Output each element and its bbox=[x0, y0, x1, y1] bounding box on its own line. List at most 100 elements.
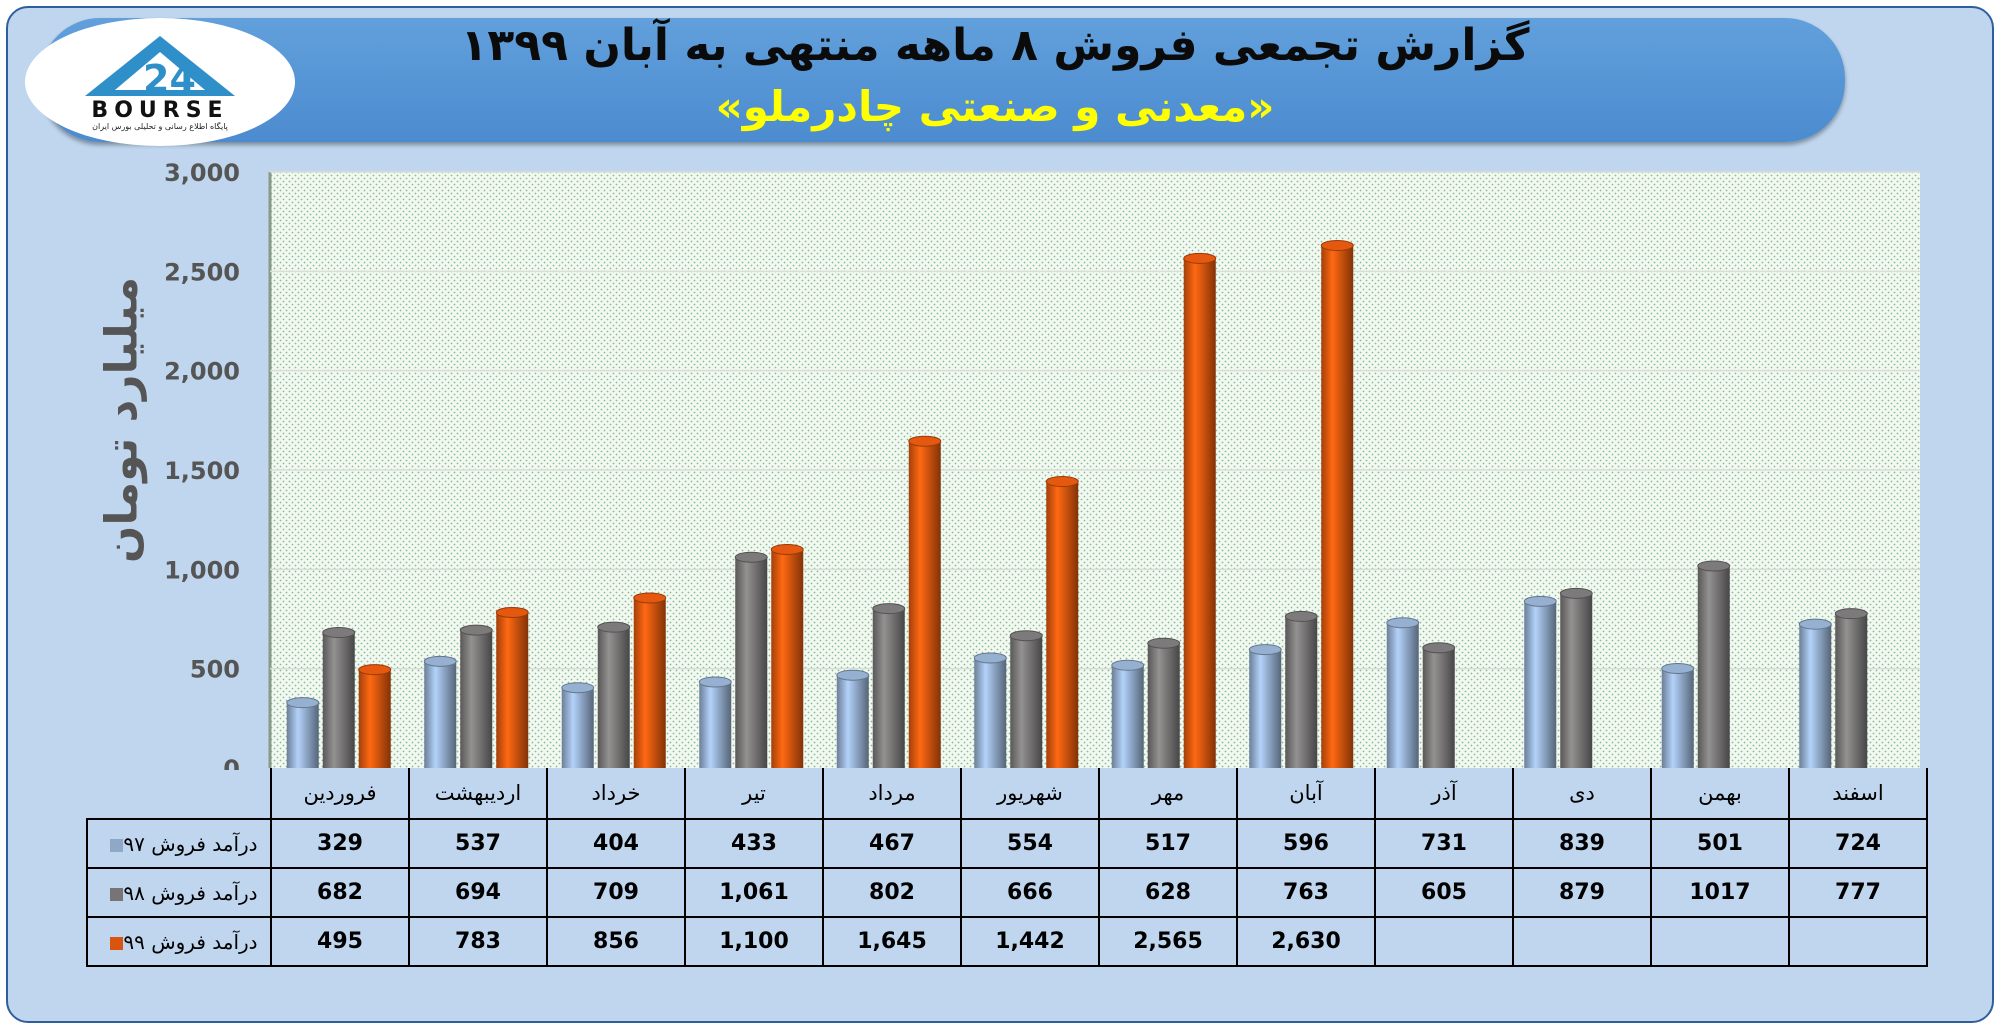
bar bbox=[1386, 622, 1419, 768]
bar bbox=[597, 627, 630, 768]
bar-top bbox=[1183, 252, 1217, 264]
bar-top bbox=[358, 664, 392, 676]
data-label: 1,100 bbox=[684, 916, 824, 967]
legend-entry: درآمد فروش ۹۸ bbox=[86, 867, 272, 918]
y-tick-label: 1,000 bbox=[164, 556, 240, 584]
bar-top bbox=[973, 652, 1007, 664]
legend-swatch bbox=[110, 936, 124, 950]
bar-top bbox=[1111, 659, 1145, 671]
bar bbox=[1147, 643, 1180, 768]
bar-top bbox=[1248, 644, 1282, 656]
data-label: 329 bbox=[270, 818, 410, 869]
data-label: 501 bbox=[1650, 818, 1790, 869]
bar bbox=[1661, 668, 1694, 768]
y-tick-label: 1,500 bbox=[164, 457, 240, 485]
bar-top bbox=[872, 603, 906, 615]
bar bbox=[1010, 635, 1043, 768]
bar-top bbox=[908, 435, 942, 447]
data-label: 763 bbox=[1236, 867, 1376, 918]
bar bbox=[358, 669, 391, 768]
data-label: 709 bbox=[546, 867, 686, 918]
bar bbox=[974, 657, 1007, 768]
data-label: 783 bbox=[408, 916, 548, 967]
data-label bbox=[1788, 916, 1928, 967]
legend-swatch bbox=[110, 887, 124, 901]
y-tick-label: 0 bbox=[223, 755, 240, 770]
bar-top bbox=[1697, 560, 1731, 572]
legend-label: درآمد فروش ۹۷ bbox=[123, 831, 258, 856]
y-tick-label: 500 bbox=[190, 656, 240, 684]
x-tick-label: شهریور bbox=[960, 768, 1100, 820]
data-label: 517 bbox=[1098, 818, 1238, 869]
bar-top bbox=[1009, 630, 1043, 642]
bar bbox=[1799, 624, 1832, 768]
bar bbox=[424, 661, 457, 768]
bar-top bbox=[836, 669, 870, 681]
y-tick-label: 3,000 bbox=[164, 159, 240, 187]
bar bbox=[460, 630, 493, 768]
bar bbox=[872, 608, 905, 768]
data-label: 433 bbox=[684, 818, 824, 869]
bar-top bbox=[1523, 595, 1557, 607]
logo-mark-icon: 24 bbox=[85, 36, 235, 101]
table-row: درآمد فروش ۹۹ 495 783 856 1,100 1,645 1,442 2,5… bbox=[86, 916, 1928, 967]
data-table: فروردین اردیبهشت خرداد تیر مرداد شهریور مهر آبا… bbox=[86, 768, 1928, 967]
x-tick-label: آبان bbox=[1236, 768, 1376, 820]
bar-top bbox=[1147, 637, 1181, 649]
bar bbox=[1111, 665, 1144, 768]
x-tick-label: فروردین bbox=[270, 768, 410, 820]
bar bbox=[1046, 481, 1079, 768]
bar-top bbox=[1284, 610, 1318, 622]
svg-text:24: 24 bbox=[143, 57, 196, 101]
data-label: 1,442 bbox=[960, 916, 1100, 967]
bar bbox=[1560, 593, 1593, 768]
bar bbox=[496, 612, 529, 768]
data-label: 1017 bbox=[1650, 867, 1790, 918]
y-tick-label: 2,500 bbox=[164, 258, 240, 286]
data-label: 694 bbox=[408, 867, 548, 918]
bar-top bbox=[495, 606, 529, 618]
x-tick-label: آذر bbox=[1374, 768, 1514, 820]
x-tick-label: خرداد bbox=[546, 768, 686, 820]
bar bbox=[735, 557, 768, 768]
data-label: 596 bbox=[1236, 818, 1376, 869]
bar-top bbox=[1045, 476, 1079, 488]
bar-top bbox=[459, 624, 493, 636]
y-tick-label: 2,000 bbox=[164, 358, 240, 386]
data-label: 2,630 bbox=[1236, 916, 1376, 967]
bar bbox=[1285, 616, 1318, 768]
bar bbox=[771, 549, 804, 768]
bar bbox=[1835, 613, 1868, 768]
bar bbox=[286, 702, 319, 768]
data-label: 666 bbox=[960, 867, 1100, 918]
bar-top bbox=[633, 592, 667, 604]
bar-top bbox=[1320, 240, 1354, 252]
data-label: 1,645 bbox=[822, 916, 962, 967]
bar-top bbox=[1798, 618, 1832, 630]
bourse-logo: 24 bbox=[25, 18, 295, 146]
x-tick-label: بهمن bbox=[1650, 768, 1790, 820]
bar bbox=[1183, 258, 1216, 768]
data-label: 879 bbox=[1512, 867, 1652, 918]
data-label: 839 bbox=[1512, 818, 1652, 869]
legend-entry: درآمد فروش ۹۷ bbox=[86, 818, 272, 869]
legend-entry: درآمد فروش ۹۹ bbox=[86, 916, 272, 967]
bar bbox=[1697, 565, 1730, 768]
data-label: 495 bbox=[270, 916, 410, 967]
bar bbox=[908, 441, 941, 768]
data-label: 537 bbox=[408, 818, 548, 869]
bar-top bbox=[322, 627, 356, 639]
bar-top bbox=[1559, 587, 1593, 599]
bar-top bbox=[770, 543, 804, 555]
bar-top bbox=[561, 682, 595, 694]
bar-top bbox=[1661, 662, 1695, 674]
x-tick-label: اسفند bbox=[1788, 768, 1928, 820]
bar-chart: 0 500 1,000 1,500 2,000 2,500 3,000 bbox=[164, 159, 1920, 770]
data-label: 856 bbox=[546, 916, 686, 967]
logo-tagline: پایگاه اطلاع رسانی و تحلیلی بورس ایران bbox=[92, 122, 228, 131]
x-tick-label: اردیبهشت bbox=[408, 768, 548, 820]
bar bbox=[699, 681, 732, 768]
bar-top bbox=[734, 551, 768, 563]
legend-label: درآمد فروش ۹۹ bbox=[123, 929, 258, 954]
x-tick-label: مرداد bbox=[822, 768, 962, 820]
